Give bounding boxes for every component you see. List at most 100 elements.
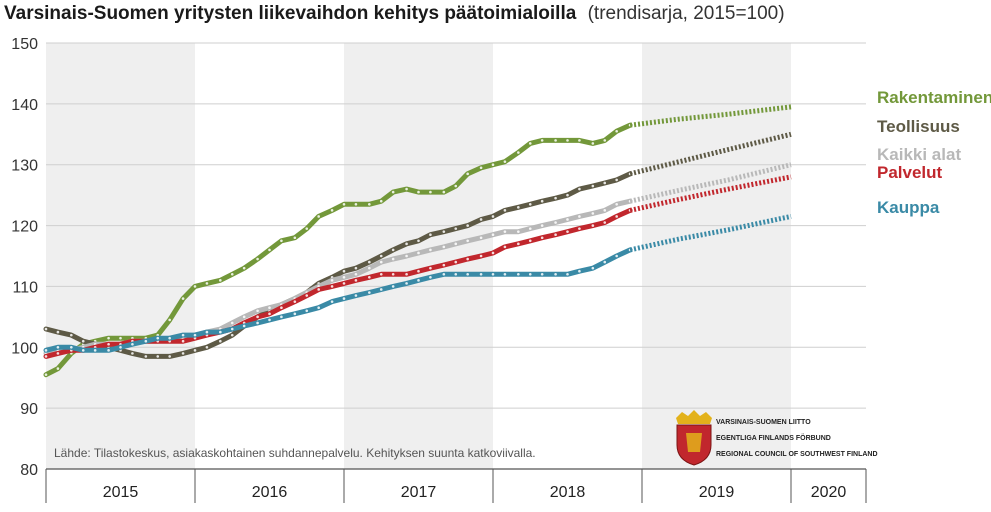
y-tick-label: 100 [11,340,38,357]
data-point [442,190,446,194]
data-point [368,266,371,270]
y-tick-label: 80 [20,462,38,479]
y-axis: 80 90 100 110 120 130 140 150 [11,36,38,479]
trend-line-kauppa [629,213,792,253]
data-point [368,291,371,294]
data-point [70,345,73,349]
data-point [391,257,395,261]
year-label: 2019 [699,484,735,501]
data-point [528,227,532,230]
data-point [566,193,569,197]
data-point [156,336,160,340]
data-point [566,272,569,276]
coat-of-arms-icon [676,410,712,466]
data-point [454,184,458,188]
data-point [391,248,395,252]
data-point [405,272,408,276]
data-point [554,196,557,200]
data-point [219,339,222,343]
data-point [230,333,234,337]
data-point [280,315,283,319]
data-point [454,227,458,230]
data-point [256,321,259,325]
data-point [517,151,520,154]
year-label: 2018 [550,484,586,501]
data-point [578,215,581,218]
data-point [70,333,73,337]
data-point [540,199,544,203]
data-point [379,288,383,291]
data-point [540,224,544,227]
data-point [417,239,420,243]
data-point [44,327,48,331]
data-point [479,236,483,240]
data-point [368,202,371,206]
data-point [81,349,85,352]
data-point [591,266,595,270]
data-point [242,315,246,319]
data-point [144,355,148,358]
data-point [342,297,346,300]
data-point [566,230,569,233]
data-point [417,251,420,255]
data-point [330,300,334,303]
year-band [642,43,791,469]
logo-text-line-3: REGIONAL COUNCIL OF SOUTHWEST FINLAND [716,451,878,458]
year-label: 2020 [811,484,847,501]
data-point [205,330,209,334]
data-point [379,254,383,258]
data-point [615,202,618,206]
data-point [466,272,469,276]
data-point [540,139,544,142]
data-point [603,209,607,212]
data-point [405,282,408,285]
data-point [119,345,122,349]
y-tick-label: 150 [11,36,38,53]
data-point [330,209,334,212]
data-point [205,345,209,349]
data-point [442,263,446,267]
data-point [405,187,408,191]
data-point [503,160,507,163]
chart-title: Varsinais-Suomen yritysten liikevaihdon … [4,3,577,24]
series-labels: Rakentaminen Teollisuus Kaikki alatPalvelu… [877,88,991,217]
year-label: 2017 [401,484,437,501]
data-point [379,199,383,203]
data-point [168,318,171,322]
data-point [491,163,495,167]
chart-subtitle: (trendisarja, 2015=100) [588,3,785,24]
data-point [491,251,495,255]
data-point [528,142,532,145]
data-point [256,257,259,261]
data-point [479,272,483,276]
data-point [578,187,581,191]
data-point [368,260,371,264]
data-point [540,236,544,240]
data-point [517,206,520,209]
data-point [540,272,544,276]
y-tick-label: 110 [12,279,38,296]
data-point [417,279,420,282]
trend-line-teollisuus [629,131,792,177]
data-point [317,215,320,218]
series-line-kauppa [43,247,633,353]
series-label-kauppa: Kauppa [877,198,940,217]
data-point [181,297,185,300]
data-point [354,266,358,270]
data-point [305,294,309,297]
data-point [181,352,185,355]
data-point [280,306,283,310]
logo-text-line-2: EGENTLIGA FINLANDS FÖRBUND [716,433,831,442]
data-point [181,333,185,337]
data-point [603,221,607,224]
data-point [56,330,60,334]
y-tick-label: 140 [11,97,38,114]
data-point [56,345,60,349]
y-tick-label: 120 [11,219,38,236]
data-point [268,318,271,322]
data-point [342,282,346,285]
data-point [528,239,532,243]
source-note: Lähde: Tilastokeskus, asiakaskohtainen s… [54,446,536,460]
data-point [93,349,97,352]
